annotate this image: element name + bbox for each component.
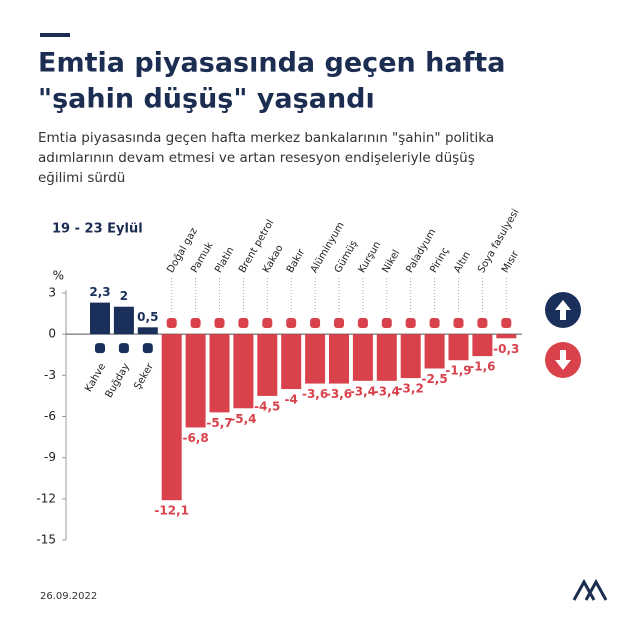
icon xyxy=(429,318,440,328)
category-label: Platin xyxy=(213,245,237,275)
category-label: Şeker xyxy=(132,361,156,392)
value-label: -3,6 xyxy=(326,387,352,401)
icon xyxy=(190,318,201,328)
value-label: -0,3 xyxy=(493,342,519,356)
value-label: -6,8 xyxy=(182,431,208,445)
y-tick-label: -9 xyxy=(44,450,56,464)
bar xyxy=(281,334,302,390)
y-tick-label: -15 xyxy=(36,533,56,547)
value-label: -3,2 xyxy=(398,382,424,396)
bar xyxy=(472,334,493,357)
icon xyxy=(286,318,297,328)
category-label: Altın xyxy=(452,250,473,275)
icon xyxy=(238,318,249,328)
value-label: -3,4 xyxy=(350,384,376,398)
icon xyxy=(477,318,488,328)
icon xyxy=(118,343,129,354)
bar xyxy=(448,334,469,361)
subtitle-line: Emtia piyasasında geçen hafta merkez ban… xyxy=(38,130,494,146)
value-label: -1,9 xyxy=(445,364,471,378)
category-label: Kahve xyxy=(83,362,108,394)
y-tick-label: 0 xyxy=(48,327,56,341)
value-label: 0,5 xyxy=(137,310,158,324)
subtitle-line: adımlarının devam etmesi ve artan resesy… xyxy=(38,150,475,166)
value-label: -1,6 xyxy=(469,360,495,374)
value-label: -3,6 xyxy=(302,387,328,401)
value-label: -5,7 xyxy=(206,416,232,430)
up-badge xyxy=(545,292,581,328)
value-label: 2,3 xyxy=(89,285,110,299)
title-line: Emtia piyasasında geçen hafta xyxy=(38,48,505,79)
bar xyxy=(352,334,373,381)
value-label: -12,1 xyxy=(154,504,189,518)
value-label: -4,5 xyxy=(254,399,280,413)
icon xyxy=(334,318,344,328)
y-tick-label: -3 xyxy=(44,368,56,382)
icon xyxy=(381,318,392,328)
bar xyxy=(376,334,397,381)
down-badge xyxy=(545,342,581,378)
bar xyxy=(113,306,134,335)
date: 26.09.2022 xyxy=(40,591,97,602)
bar xyxy=(496,334,517,339)
bar xyxy=(257,334,278,396)
icon xyxy=(166,318,177,328)
category-label: Bakır xyxy=(285,247,308,275)
title-accent xyxy=(40,33,70,37)
icon xyxy=(310,318,321,328)
icon xyxy=(357,318,368,328)
value-label: -4 xyxy=(285,393,298,407)
bar xyxy=(424,334,445,369)
icon xyxy=(405,318,416,328)
category-label: Nikel xyxy=(380,248,402,275)
bar xyxy=(137,327,158,335)
subtitle-line: eğilimi sürdü xyxy=(38,170,125,186)
bar xyxy=(400,334,421,379)
y-tick-label: -6 xyxy=(44,409,56,423)
value-label: -5,4 xyxy=(230,412,256,426)
period: 19 - 23 Eylül xyxy=(52,222,143,237)
bar xyxy=(329,334,349,384)
category-label: Pamuk xyxy=(189,240,215,275)
bar xyxy=(305,334,326,384)
y-tick-label: 3 xyxy=(48,286,56,300)
icon xyxy=(142,343,153,354)
icon xyxy=(214,318,225,328)
y-unit: % xyxy=(53,269,64,283)
category-label: Kakao xyxy=(261,243,286,275)
value-label: 2 xyxy=(120,289,128,303)
value-label: -3,4 xyxy=(374,384,400,398)
category-label: Pirinç xyxy=(428,246,451,275)
bar xyxy=(90,302,110,335)
bar xyxy=(185,334,206,428)
title-line: "şahin düşüş" yaşandı xyxy=(38,84,375,115)
value-label: -2,5 xyxy=(421,372,447,386)
y-tick-label: -12 xyxy=(36,491,56,505)
bar xyxy=(161,334,182,501)
icon xyxy=(95,343,105,354)
icon xyxy=(262,318,273,328)
icon xyxy=(501,318,512,328)
bar xyxy=(209,334,230,413)
icon xyxy=(453,318,464,328)
bar xyxy=(233,334,254,409)
logo xyxy=(572,578,608,601)
category-label: Mısır xyxy=(500,248,522,275)
